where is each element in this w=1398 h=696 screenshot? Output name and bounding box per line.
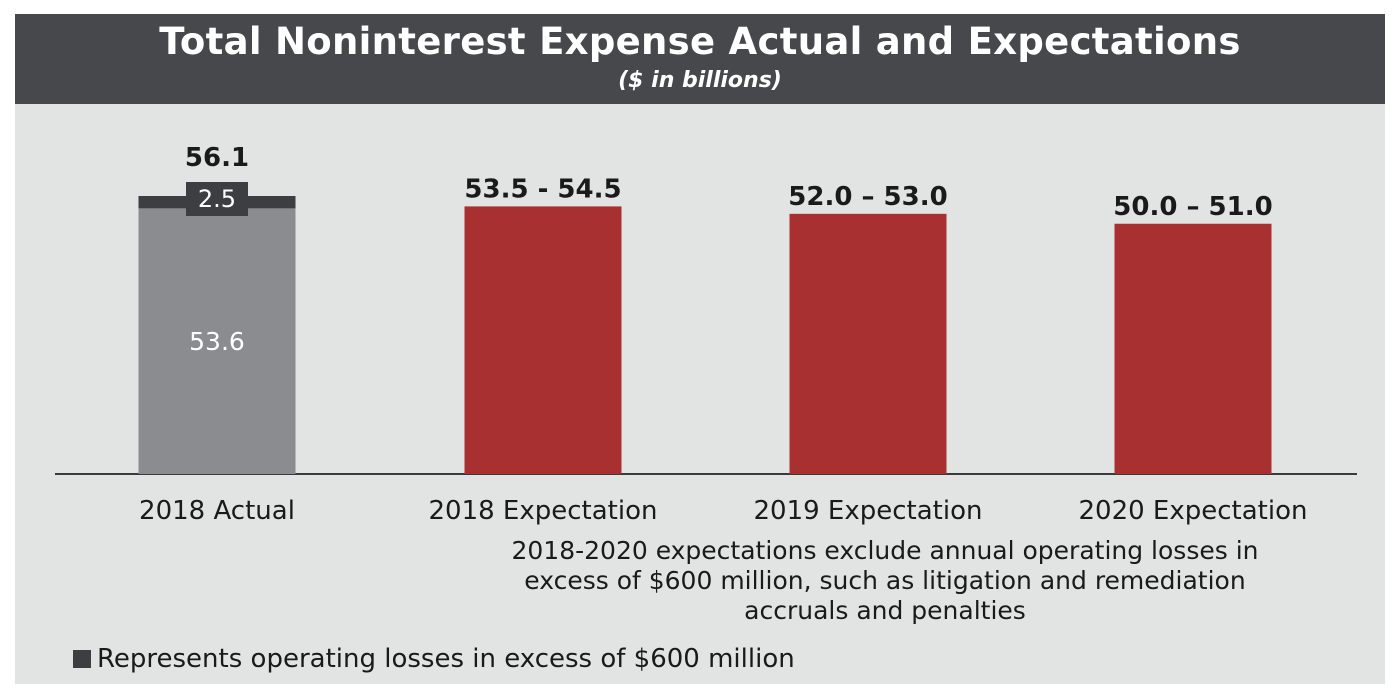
legend-label: Represents operating losses in excess of… bbox=[97, 644, 795, 674]
bar-actual-base bbox=[138, 208, 296, 474]
category-label: 2019 Expectation bbox=[754, 496, 983, 526]
chart-title: Total Noninterest Expense Actual and Exp… bbox=[159, 20, 1241, 63]
chart-header: Total Noninterest Expense Actual and Exp… bbox=[15, 14, 1385, 104]
category-label: 2018 Expectation bbox=[429, 496, 658, 526]
category-label: 2018 Actual bbox=[139, 496, 295, 526]
chart-subtitle: ($ in billions) bbox=[618, 68, 782, 93]
expectations-note: 2018-2020 expectations exclude annual op… bbox=[455, 536, 1315, 626]
note-line: excess of $600 million, such as litigati… bbox=[524, 566, 1246, 595]
expectation-range-label: 50.0 – 51.0 bbox=[1113, 192, 1272, 222]
bar-expectation bbox=[464, 206, 622, 474]
chart-panel: 2.5 53.6 56.1 53.5 - 54.5 52.0 – 53.0 50.0 – … bbox=[15, 104, 1385, 684]
expectation-range-label: 53.5 - 54.5 bbox=[464, 174, 621, 204]
legend-swatch bbox=[73, 650, 91, 668]
operating-losses-label: 2.5 bbox=[198, 185, 236, 213]
bar-chart: 2.5 53.6 56.1 53.5 - 54.5 52.0 – 53.0 50.0 – … bbox=[55, 143, 1357, 526]
note-line: 2018-2020 expectations exclude annual op… bbox=[511, 536, 1259, 565]
note-line: accruals and penalties bbox=[744, 596, 1026, 625]
actual-total-label: 56.1 bbox=[185, 143, 249, 173]
actual-base-label: 53.6 bbox=[189, 327, 245, 356]
bar-expectation bbox=[1114, 223, 1272, 474]
operating-losses-label-box bbox=[186, 182, 248, 216]
bar-expectation bbox=[789, 213, 947, 474]
category-label: 2020 Expectation bbox=[1079, 496, 1308, 526]
legend: Represents operating losses in excess of… bbox=[73, 644, 795, 674]
expectation-range-label: 52.0 – 53.0 bbox=[788, 182, 947, 212]
